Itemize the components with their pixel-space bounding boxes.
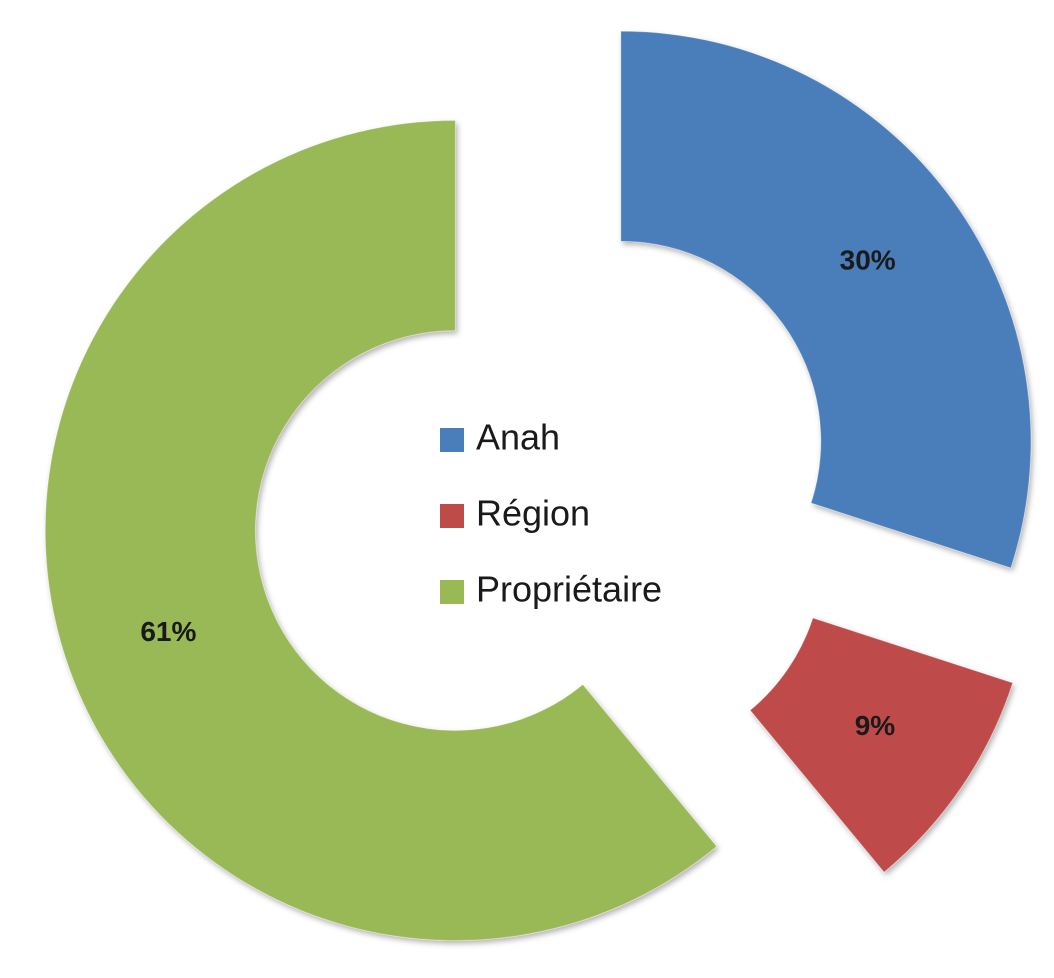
legend-label: Région [476,493,590,534]
value-label: 9% [855,710,896,741]
donut-segment [749,617,1014,873]
legend-swatch [440,428,464,452]
value-label: 61% [140,616,196,647]
legend-label: Anah [476,417,560,458]
legend-label: Propriétaire [476,569,662,610]
donut-segment [620,30,1032,569]
legend-swatch [440,580,464,604]
donut-segment [44,119,718,941]
legend-swatch [440,504,464,528]
value-label: 30% [840,244,896,275]
